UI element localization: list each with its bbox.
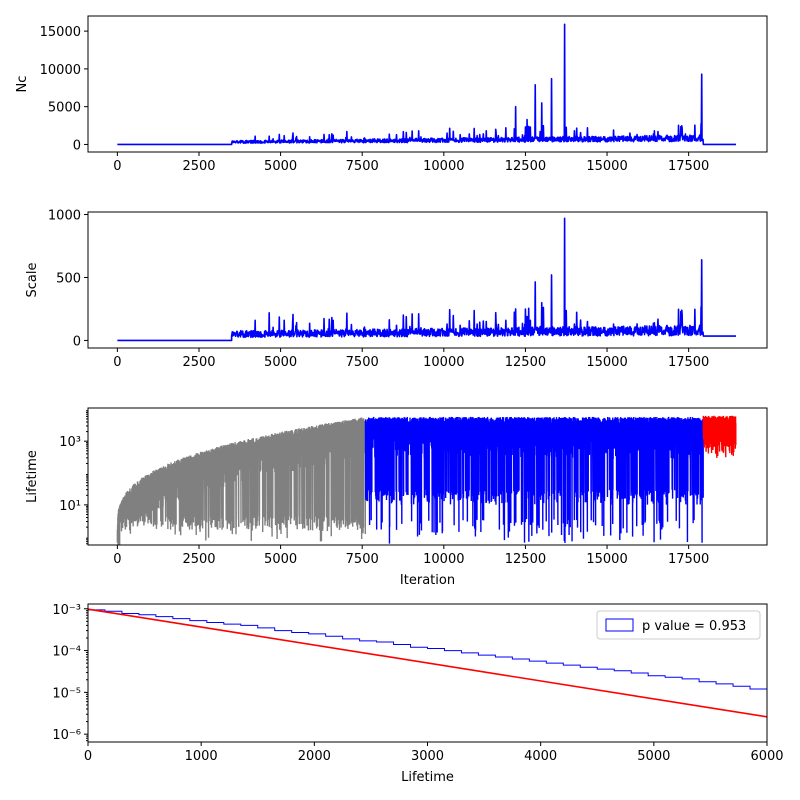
y-axis-label: Scale [25,263,40,298]
legend: p value = 0.953 [596,610,761,640]
x-tick-label: 12500 [505,159,546,174]
lifetime-series-0 [116,417,367,545]
x-tick-label: 3000 [411,749,444,764]
y-axis-label: Nc [15,76,30,93]
axes-frame-3 [87,603,768,743]
x-tick-label: 10000 [423,159,464,174]
y-axis-label: Lifetime [25,450,40,503]
x-tick-label: 17500 [668,552,709,567]
x-tick-label: 17500 [668,159,709,174]
x-tick-label: 15000 [586,355,627,370]
legend-label: p value = 0.953 [642,619,746,634]
histogram-steps [88,609,767,692]
lifetime-series-2 [702,415,737,458]
x-tick-label: 7500 [346,355,379,370]
y-tick-label: 5000 [48,101,81,116]
x-tick-label: 4000 [524,749,557,764]
x-tick-label: 5000 [264,159,297,174]
x-tick-label: 1000 [185,749,218,764]
axes-frame-1 [87,211,768,349]
x-tick-label: 10000 [423,552,464,567]
y-tick-label: 0 [73,334,81,349]
y-tick-label: 0 [73,138,81,153]
x-tick-label: 12500 [505,355,546,370]
axes-frame-0 [87,15,768,153]
data-series-line [117,217,736,342]
x-tick-label: 0 [113,159,121,174]
legend-swatch [605,618,634,632]
y-tick-label: 10¹ [59,499,81,514]
x-tick-label: 2000 [298,749,331,764]
x-axis-label: Iteration [400,573,455,588]
x-tick-label: 15000 [586,159,627,174]
axes-1: 0 2500 5000 7500 10000 12500 15000 17500 0 500 100… [25,209,709,370]
lifetime-series-1 [364,416,704,544]
x-tick-label: 2500 [182,552,215,567]
x-tick-label: 0 [113,552,121,567]
y-tick-label: 10⁻⁵ [52,686,81,701]
x-tick-label: 10000 [423,355,464,370]
x-tick-label: 17500 [668,355,709,370]
data-series-line [117,23,736,146]
axes-2: 0 2500 5000 7500 10000 12500 15000 17500 10¹ 10³ L… [25,410,709,588]
y-tick-label: 1000 [48,209,81,224]
x-tick-label: 7500 [346,159,379,174]
x-tick-label: 6000 [750,749,783,764]
x-tick-label: 0 [84,749,92,764]
x-axis-label: Lifetime [401,770,454,785]
x-tick-label: 5000 [637,749,670,764]
y-tick-label: 500 [56,271,81,286]
y-tick-label: 15000 [40,25,81,40]
x-tick-label: 2500 [182,159,215,174]
x-tick-label: 15000 [586,552,627,567]
fit-line [88,608,767,718]
y-tick-label: 10⁻⁴ [52,645,81,660]
x-tick-label: 12500 [505,552,546,567]
x-tick-label: 5000 [264,552,297,567]
y-tick-label: 10000 [40,63,81,78]
x-tick-label: 7500 [346,552,379,567]
x-tick-label: 2500 [182,355,215,370]
y-tick-label: 10⁻⁶ [52,728,81,743]
x-tick-label: 0 [113,355,121,370]
legend-box [596,610,761,640]
y-tick-label: 10⁻³ [52,603,81,618]
axes-frame-2 [87,407,768,546]
y-tick-label: 10³ [59,435,81,450]
axes-0: 0 2500 5000 7500 10000 12500 15000 17500 0 5000 10… [15,25,709,174]
x-tick-label: 5000 [264,355,297,370]
